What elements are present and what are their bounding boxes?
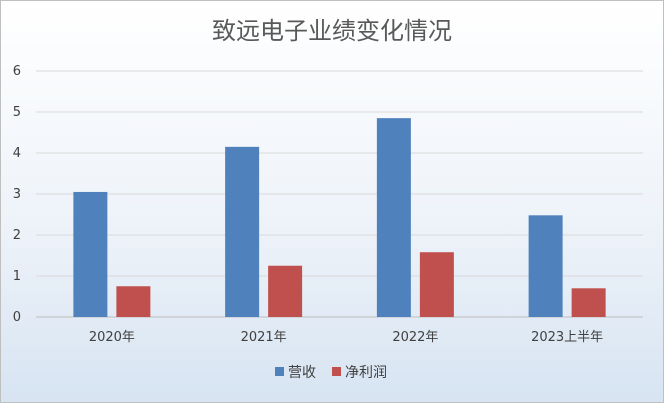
y-tick-label: 3 [13,187,21,202]
y-tick-label: 6 [13,64,21,79]
x-axis-ticks: 2020年 2021年 2022年 2023上半年 [89,330,603,345]
grid-lines [36,70,643,318]
y-tick-label: 4 [13,146,21,161]
x-tick-label: 2020年 [89,330,135,345]
bar-net-profit [116,286,151,317]
y-tick-label: 0 [13,310,21,325]
legend-swatch [275,367,284,376]
chart-title: 致远电子业绩变化情况 [212,17,452,45]
bars [73,118,606,318]
legend-label: 营收 [288,365,316,381]
bar-net-profit [419,252,454,317]
bar-revenue [73,191,108,317]
legend: 营收 净利润 [275,365,387,381]
bar-revenue [528,215,563,317]
y-tick-label: 1 [13,269,21,284]
x-tick-label: 2023上半年 [531,330,603,345]
bar-net-profit [268,265,303,317]
y-axis-ticks: 0 1 2 3 4 5 6 [13,64,21,325]
bar-revenue [376,118,411,318]
bar-revenue [225,146,260,317]
y-tick-label: 2 [13,228,21,243]
x-tick-label: 2021年 [241,330,287,345]
x-tick-label: 2022年 [392,330,438,345]
y-tick-label: 5 [13,105,21,120]
legend-label: 净利润 [345,365,387,381]
bar-net-profit [571,288,606,317]
legend-swatch [332,367,341,376]
